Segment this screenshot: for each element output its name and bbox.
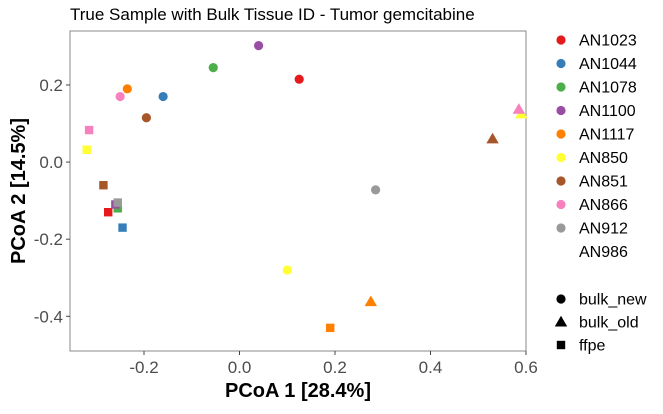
color-legend: AN1023 AN1044 AN1078 AN1100 AN1117 AN850 AN851… [556, 33, 637, 261]
data-point [364, 295, 378, 307]
x-axis-label: PCoA 1 [28.4%] [225, 380, 371, 402]
x-tick-label: 0.6 [514, 358, 538, 377]
data-point [486, 132, 499, 144]
legend-color-label: AN1023 [579, 33, 637, 50]
legend-color-key [556, 105, 566, 116]
legend-color-label: AN1078 [579, 80, 637, 97]
data-point [103, 208, 113, 217]
y-tick-label: -0.4 [34, 307, 63, 326]
data-points [82, 41, 528, 333]
data-point [122, 84, 132, 94]
data-point [208, 63, 218, 73]
legend-color-label: AN1117 [579, 127, 635, 144]
data-point [512, 103, 526, 114]
legend-shape-label: ffpe [579, 338, 606, 355]
legend-color-label: AN1044 [579, 56, 637, 73]
legend-color-label: AN912 [579, 221, 628, 238]
data-point [326, 323, 335, 333]
legend-color-label: AN866 [579, 197, 628, 214]
data-point [254, 41, 264, 51]
x-tick-label: 0.4 [419, 358, 443, 377]
data-point [82, 145, 91, 154]
x-tick-label: 0.2 [323, 358, 347, 377]
data-point [99, 181, 108, 190]
data-point [141, 113, 151, 123]
x-tick-label: 0.0 [228, 358, 252, 377]
legend-color-label: AN850 [579, 150, 628, 167]
y-axis-label: PCoA 2 [14.5%] [8, 118, 30, 264]
legend-color-key [556, 199, 566, 210]
legend-color-key [556, 82, 566, 92]
y-tick-label: -0.2 [34, 230, 63, 249]
legend-color-key [556, 152, 566, 163]
data-point [84, 125, 94, 135]
legend-color-label: AN851 [579, 174, 628, 191]
legend-color-key [556, 58, 566, 69]
data-point [282, 265, 292, 275]
y-tick-label: 0.0 [39, 153, 63, 172]
legend-shape-label: bulk_old [579, 315, 639, 332]
legend-color-label: AN1100 [579, 103, 636, 120]
data-point [370, 185, 381, 195]
legend-shape-key [556, 340, 566, 350]
legend-color-key [556, 35, 566, 45]
legend-shape-label: bulk_new [579, 292, 647, 309]
legend-color-key [556, 129, 566, 139]
y-tick-label: 0.2 [39, 76, 63, 95]
legend-shape-key [554, 315, 568, 327]
chart-title: True Sample with Bulk Tissue ID - Tumor … [70, 5, 475, 24]
legend-color-label: AN986 [579, 244, 628, 261]
data-point [118, 223, 127, 232]
data-point [113, 198, 122, 207]
legend-color-key [556, 223, 566, 233]
legend-color-key [556, 176, 566, 186]
x-tick-label: -0.2 [129, 358, 158, 377]
data-point [115, 91, 125, 102]
legend-shape-key [556, 294, 566, 304]
data-point [294, 74, 304, 84]
plot-panel [69, 30, 527, 352]
data-point [158, 91, 168, 102]
axis-ticks: -0.2 0.0 0.2 0.4 0.6 -0.4 -0.2 0.0 0.2 [34, 76, 538, 377]
